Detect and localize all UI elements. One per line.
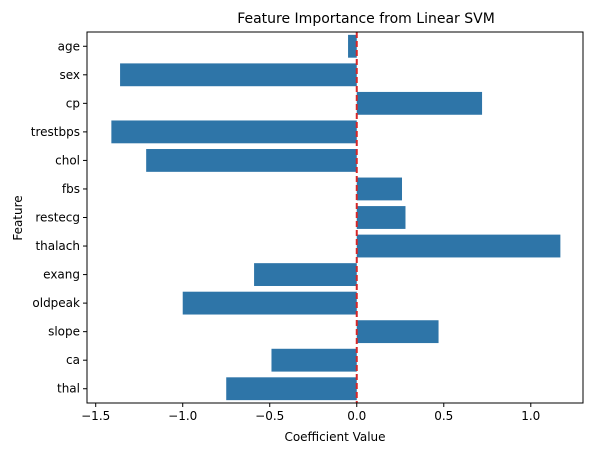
bar-fbs <box>356 177 403 201</box>
y-tick-label: thal <box>57 382 80 396</box>
bar-chol <box>146 149 357 172</box>
y-tick-label: thalach <box>35 239 80 253</box>
y-tick-label: cp <box>66 96 80 110</box>
y-tick-label: slope <box>48 325 80 339</box>
x-tick-label: 0.5 <box>434 409 453 423</box>
bar-sex <box>120 63 357 87</box>
y-tick-label: chol <box>55 153 80 167</box>
y-tick-label: fbs <box>62 182 80 196</box>
y-tick-label: trestbps <box>31 125 80 139</box>
y-tick-label: restecg <box>35 211 80 225</box>
x-tick-label: 0.0 <box>347 409 366 423</box>
bar-slope <box>356 320 439 344</box>
y-tick-label: ca <box>66 353 80 367</box>
y-tick-label: age <box>58 39 80 53</box>
x-tick-label: −0.5 <box>255 409 284 423</box>
plot-frame <box>86 31 584 404</box>
x-tick-label: −1.5 <box>81 409 110 423</box>
bar-restecg <box>356 206 406 229</box>
bar-ca <box>271 348 357 372</box>
y-tick-label: oldpeak <box>32 296 80 310</box>
x-axis-label: Coefficient Value <box>284 430 385 444</box>
y-axis-ticks: age sex cp trestbps chol fbs restecg thalach exa… <box>31 39 87 396</box>
bar-age <box>348 34 357 58</box>
y-tick-label: exang <box>43 268 80 282</box>
y-tick-label: sex <box>59 68 80 82</box>
x-axis-ticks: −1.5 −1.0 −0.5 0.0 0.5 1.0 <box>81 403 540 423</box>
x-tick-label: 1.0 <box>521 409 540 423</box>
bar-thal <box>226 377 357 401</box>
bar-cp <box>356 91 483 115</box>
bar-thalach <box>356 234 561 258</box>
bar-exang <box>254 263 357 286</box>
chart-title: Feature Importance from Linear SVM <box>237 11 495 27</box>
x-tick-label: −1.0 <box>168 409 197 423</box>
bar-oldpeak <box>182 291 357 315</box>
y-axis-label: Feature <box>11 195 25 240</box>
bars-group <box>111 34 561 401</box>
bar-trestbps <box>111 120 357 144</box>
